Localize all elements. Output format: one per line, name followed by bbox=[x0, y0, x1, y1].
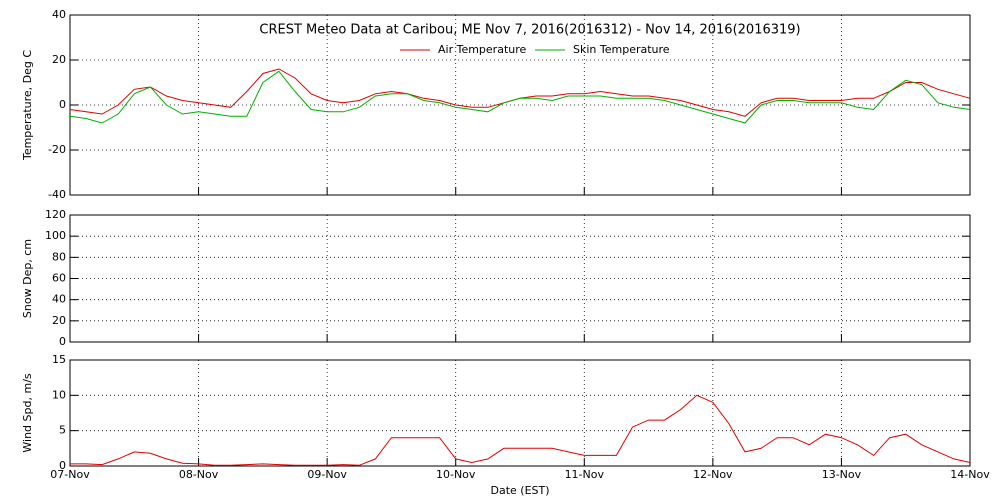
legend-label: Skin Temperature bbox=[573, 43, 670, 56]
y-tick-label: 0 bbox=[59, 459, 66, 472]
plot-frame bbox=[69, 14, 971, 196]
y-tick-label: 80 bbox=[52, 250, 66, 263]
x-axis-label: Date (EST) bbox=[490, 484, 549, 497]
y-tick-label: 20 bbox=[52, 53, 66, 66]
x-tick-label: 13-Nov bbox=[822, 468, 862, 481]
y-axis-label: Wind Spd, m/s bbox=[21, 373, 34, 453]
y-tick-label: 0 bbox=[59, 98, 66, 111]
x-tick-label: 11-Nov bbox=[565, 468, 605, 481]
x-tick-label: 12-Nov bbox=[693, 468, 733, 481]
y-tick-label: 40 bbox=[52, 293, 66, 306]
x-tick-label: 08-Nov bbox=[179, 468, 219, 481]
data-line bbox=[69, 68, 971, 117]
data-line bbox=[69, 70, 971, 124]
y-tick-label: 60 bbox=[52, 272, 66, 285]
legend-label: Air Temperature bbox=[438, 43, 527, 56]
y-tick-label: 40 bbox=[52, 8, 66, 21]
y-axis-label: Snow Dep, cm bbox=[21, 239, 34, 318]
y-tick-label: 5 bbox=[59, 424, 66, 437]
y-tick-label: 20 bbox=[52, 314, 66, 327]
y-tick-label: -40 bbox=[48, 188, 66, 201]
chart-title: CREST Meteo Data at Caribou, ME Nov 7, 2… bbox=[259, 23, 800, 38]
plot-frame bbox=[69, 214, 971, 343]
x-tick-label: 07-Nov bbox=[50, 468, 90, 481]
plot-frame bbox=[69, 359, 971, 467]
data-line bbox=[70, 394, 971, 466]
y-tick-label: 15 bbox=[52, 353, 66, 366]
y-tick-label: -20 bbox=[48, 143, 66, 156]
y-tick-label: 120 bbox=[45, 208, 66, 221]
y-tick-label: 0 bbox=[59, 335, 66, 348]
y-tick-label: 100 bbox=[45, 229, 66, 242]
y-tick-label: 10 bbox=[52, 388, 66, 401]
x-tick-label: 09-Nov bbox=[307, 468, 347, 481]
y-axis-label: Temperature, Deg C bbox=[21, 50, 34, 161]
x-tick-label: 14-Nov bbox=[950, 468, 990, 481]
x-tick-label: 10-Nov bbox=[436, 468, 476, 481]
